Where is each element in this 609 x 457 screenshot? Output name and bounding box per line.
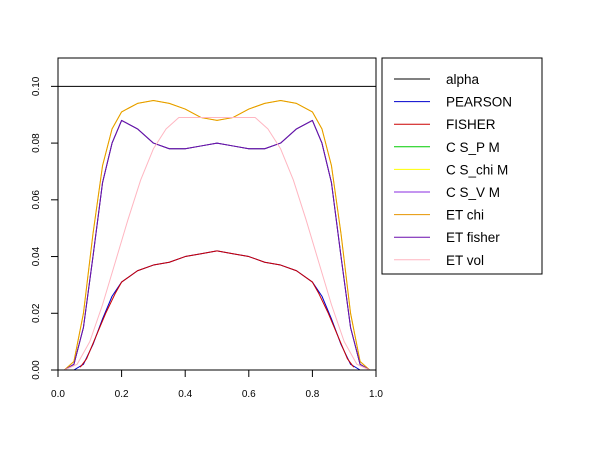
- plot-lines: [58, 85, 376, 371]
- series-line-4: [64, 100, 370, 371]
- legend-label: C S_V M: [446, 185, 500, 200]
- x-tick-label: 0.8: [305, 389, 319, 400]
- legend-frame: [381, 57, 543, 275]
- y-tick-label: 0.08: [31, 133, 42, 153]
- series-line-6: [64, 100, 370, 371]
- legend-label: FISHER: [446, 117, 496, 132]
- series-line-7: [64, 119, 370, 371]
- x-tick-label: 0.4: [178, 389, 192, 400]
- series-line-2: [79, 250, 355, 368]
- series-line-1: [64, 250, 370, 371]
- x-tick-label: 0.0: [51, 389, 65, 400]
- y-tick-label: 0.10: [31, 76, 42, 96]
- y-tick-label: 0.02: [31, 303, 42, 323]
- series-line-3: [64, 119, 370, 371]
- legend: alpha PEARSON FISHER C S_P M C S_chi M C S_V …: [381, 57, 543, 275]
- y-tick-label: 0.00: [31, 360, 42, 380]
- plot-frame: [57, 57, 377, 371]
- series-line-8: [64, 117, 370, 371]
- legend-label: alpha: [446, 72, 480, 87]
- x-tick-label: 1.0: [369, 389, 383, 400]
- y-tick-label: 0.06: [31, 190, 42, 210]
- legend-label: C S_chi M: [446, 162, 508, 177]
- x-tick-label: 0.2: [115, 389, 129, 400]
- legend-label: C S_P M: [446, 140, 500, 155]
- x-tick-label: 0.6: [242, 389, 256, 400]
- y-tick-label: 0.04: [31, 246, 42, 266]
- series-line-5: [64, 119, 370, 371]
- x-axis: 0.0 0.2 0.4 0.6 0.8 1.0: [51, 369, 383, 400]
- legend-label: ET vol: [446, 253, 484, 268]
- legend-label: ET chi: [446, 208, 484, 223]
- legend-label: ET fisher: [446, 230, 500, 245]
- legend-label: PEARSON: [446, 95, 512, 110]
- y-axis: 0.00 0.02 0.04 0.06 0.08 0.10: [31, 76, 59, 380]
